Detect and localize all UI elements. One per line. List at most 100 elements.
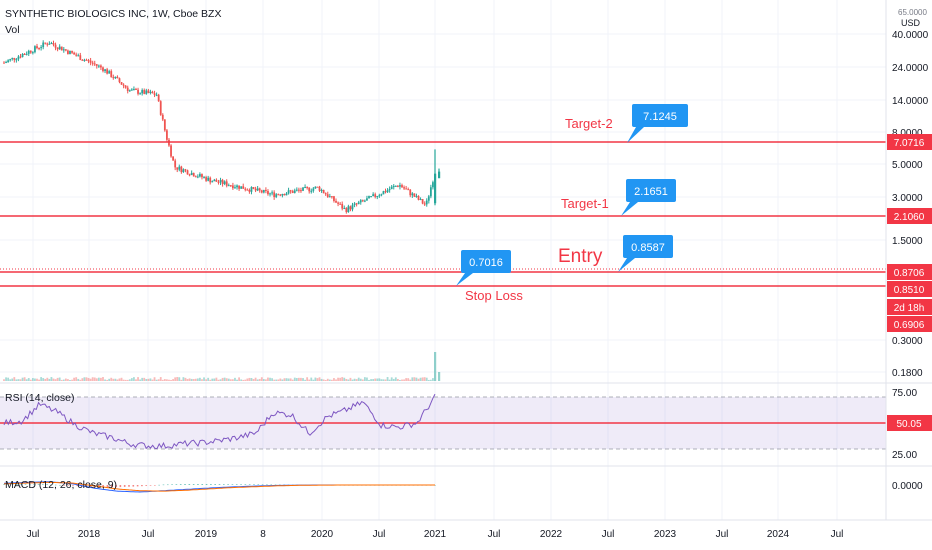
macd-histogram-bar	[20, 484, 23, 485]
volume-bar	[349, 377, 352, 381]
macd-histogram-bar	[248, 484, 251, 485]
candle-body	[139, 93, 142, 95]
price-candles	[3, 40, 441, 214]
candle-body	[182, 169, 185, 173]
macd-histogram-bar	[218, 484, 221, 485]
candle-body	[213, 179, 216, 182]
candle-body	[3, 62, 5, 64]
candle-body	[120, 82, 123, 85]
candle-body	[219, 179, 222, 183]
candle-body	[260, 190, 263, 193]
candle-body	[69, 50, 71, 54]
macd-histogram-bar	[279, 484, 281, 486]
candle-body	[135, 88, 137, 90]
candle-body	[178, 166, 181, 170]
volume-bar	[427, 379, 430, 381]
candle-body	[279, 194, 282, 196]
volume-bar	[182, 377, 185, 381]
candle-body	[145, 90, 148, 94]
volume-bar	[11, 378, 14, 381]
volume-bar	[262, 379, 265, 381]
volume-bar	[380, 379, 383, 381]
candle-body	[112, 77, 115, 79]
volume-bar	[275, 379, 278, 381]
candle-body	[194, 176, 197, 178]
candle-body	[128, 90, 131, 92]
time-tick-label: 2024	[767, 529, 790, 540]
volume-bar	[217, 379, 220, 381]
volume-bar	[54, 379, 57, 381]
candle-body	[153, 93, 156, 95]
time-tick-label: 2018	[78, 529, 101, 540]
volume-bar	[50, 377, 53, 381]
macd-histogram-bar	[235, 484, 238, 485]
candle-body	[229, 185, 232, 187]
volume-bar	[213, 378, 216, 381]
volume-bar	[324, 379, 327, 381]
candle-body	[234, 187, 236, 189]
callout-2-1651[interactable]: 2.1651	[621, 179, 676, 216]
candle-body	[104, 69, 106, 72]
level-label-target-1: Target-1	[561, 196, 609, 211]
volume-bar	[300, 377, 302, 381]
candle-body	[380, 194, 383, 196]
candle-body	[339, 203, 342, 205]
volume-bar	[124, 379, 127, 381]
macd-histogram-bar	[270, 484, 273, 486]
candle-body	[409, 189, 412, 196]
candle-body	[91, 62, 94, 64]
time-axis[interactable]: Jul 2018 Jul 2019 8 2020 Jul 2021 Jul 2022 Jul 2023…	[27, 529, 844, 540]
candle-body	[223, 181, 226, 185]
candle-body	[322, 189, 325, 194]
volume-bar	[314, 377, 317, 381]
volume-bar	[166, 379, 168, 381]
candle-body	[271, 192, 273, 194]
volume-bar	[60, 379, 63, 381]
price-axis[interactable]: 40.0000 24.0000 14.0000 8.0000 5.0000 3.0000 1…	[892, 30, 929, 379]
candle-body	[357, 202, 360, 205]
volume-bar	[100, 377, 102, 381]
volume-bar	[52, 378, 55, 381]
candle-body	[236, 185, 238, 188]
candle-body	[351, 204, 354, 210]
time-tick-label: Jul	[27, 529, 40, 540]
candle-body	[368, 196, 370, 199]
candle-body	[390, 186, 393, 190]
candle-body	[184, 169, 187, 171]
rsi-tick-25: 25.00	[892, 450, 917, 461]
volume-bar	[295, 378, 298, 381]
candle-body	[394, 185, 397, 187]
candle-body	[238, 185, 240, 189]
axis-badge-target-2: 7.0716	[887, 134, 932, 150]
volume-bar	[71, 379, 73, 381]
candle-body	[248, 189, 251, 192]
volume-bar	[110, 377, 113, 381]
callout-0-7016[interactable]: 0.7016	[456, 250, 511, 286]
macd-label: MACD (12, 26, close, 9)	[5, 479, 118, 491]
macd-tick-0: 0.0000	[892, 481, 923, 492]
candle-body	[157, 94, 160, 102]
rsi-tick-75: 75.00	[892, 388, 917, 399]
volume-bar	[194, 378, 197, 381]
volume-bar	[386, 377, 389, 381]
volume-bar	[67, 379, 69, 381]
callout-0-8587[interactable]: 0.8587	[618, 235, 673, 272]
candle-body	[411, 193, 414, 196]
volume-bar	[176, 377, 179, 381]
candle-body	[333, 196, 335, 201]
volume-bar	[87, 377, 90, 381]
currency-label[interactable]: 65.0000 USD	[898, 7, 927, 28]
volume-bar	[363, 377, 366, 381]
callout-7-1245[interactable]: 7.1245	[627, 104, 688, 143]
volume-bar	[345, 378, 348, 381]
volume-bar	[223, 377, 226, 381]
time-tick-label: Jul	[602, 529, 615, 540]
volume-bar	[256, 379, 259, 381]
volume-bar	[25, 379, 28, 381]
volume-bar	[388, 379, 391, 381]
candle-body	[287, 190, 290, 194]
candle-body	[240, 186, 243, 189]
macd-histogram-bar	[46, 484, 48, 485]
callout-text: 7.1245	[643, 111, 677, 123]
macd-histogram-bar	[227, 484, 229, 485]
